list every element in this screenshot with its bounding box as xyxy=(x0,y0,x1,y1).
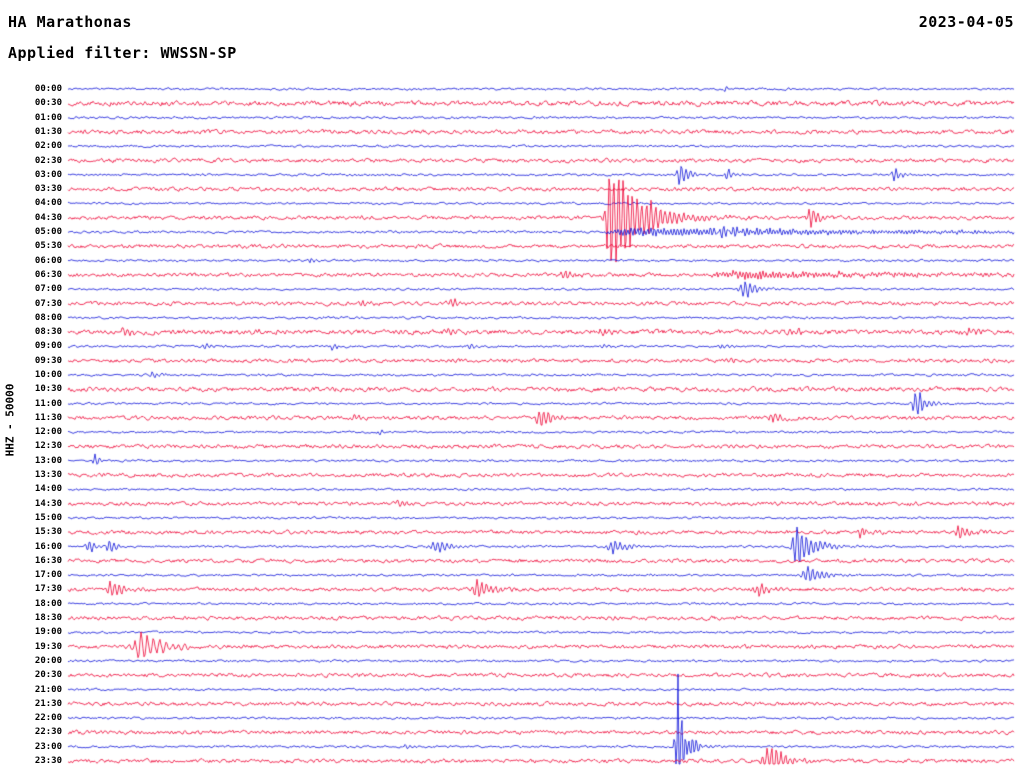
seismogram-canvas xyxy=(0,0,1024,780)
helicorder-page: HA Marathonas 2023-04-05 Applied filter:… xyxy=(0,0,1024,780)
